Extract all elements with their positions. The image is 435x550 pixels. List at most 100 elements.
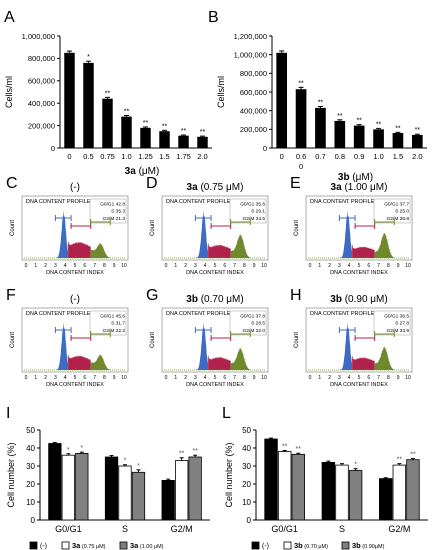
legend-swatch <box>29 541 38 550</box>
panel-title-E: 3a (1.00 μM) <box>331 182 388 193</box>
g0g1-peak <box>55 210 69 258</box>
x-tick-label: 4 <box>64 375 67 381</box>
x-tick-label: 0 <box>280 152 284 161</box>
x-tick-label: S <box>122 524 128 534</box>
y-tick-label: 40 <box>242 444 251 453</box>
panel-letter-D: D <box>146 175 158 192</box>
bar <box>131 471 146 521</box>
x-tick-label: 8 <box>103 375 106 381</box>
bar <box>411 134 423 148</box>
x-tick-label: 0.8 <box>335 152 345 161</box>
x-tick-label: 2 <box>184 263 187 269</box>
stats-line: G2/M 34.5 <box>243 216 266 222</box>
bar <box>178 135 189 148</box>
significance-mark: ** <box>397 457 403 464</box>
x-tick-label: 9 <box>253 375 256 381</box>
stats-box <box>373 310 411 336</box>
x-axis-label: DNA CONTENT INDEX <box>46 382 104 388</box>
legend-label-compound: 3a <box>130 541 139 550</box>
x-axis-label-compound: 3b <box>338 172 350 183</box>
bar <box>188 456 202 521</box>
x-tick-label: 3 <box>194 375 197 381</box>
bar <box>61 454 75 521</box>
x-axis-label: 3a (μM) <box>125 166 160 177</box>
y-axis-label: Count <box>150 220 156 236</box>
g2m-peak <box>230 234 251 258</box>
x-tick-label: 3 <box>338 375 341 381</box>
x-tick-label: 5 <box>74 375 77 381</box>
legend-label-unit: (1.00 μM) <box>138 544 163 550</box>
significance-mark: * <box>67 447 70 454</box>
bar <box>321 461 336 521</box>
stats-box <box>229 198 267 224</box>
bar <box>118 465 132 521</box>
panel-title-E-compound: 3a <box>331 182 343 193</box>
x-tick-label: G2/M <box>388 524 410 534</box>
bar <box>291 453 305 521</box>
x-tick-label: 0.6 <box>296 152 306 161</box>
y-tick-label: 10 <box>242 498 251 507</box>
x-tick-label: 9 <box>113 263 116 269</box>
x-tick-label: 1 <box>34 263 37 269</box>
x-tick-label: 1.0 <box>373 152 383 161</box>
histogram-title: DNA CONTENT PROFILE <box>26 199 91 205</box>
s-phase-region <box>352 244 375 258</box>
bar <box>276 52 288 148</box>
panel-letter-A: A <box>4 9 15 26</box>
bar <box>315 107 326 148</box>
x-tick-label: 5 <box>214 263 217 269</box>
g0g1-peak <box>195 210 209 258</box>
x-tick-label: 7 <box>377 375 380 381</box>
x-tick-label: G0/G1 <box>271 524 298 534</box>
bar <box>264 438 278 521</box>
x-tick-label: 3 <box>54 263 57 269</box>
significance-mark: ** <box>192 448 198 455</box>
y-tick-label: 0 <box>31 516 36 525</box>
y-axis-label: Count <box>150 332 156 348</box>
panel-letter-G: G <box>146 287 158 304</box>
x-tick-label: 10 <box>261 263 267 269</box>
y-tick-label: 10 <box>26 498 35 507</box>
y-axis-label: Cell number (%) <box>6 442 16 507</box>
x-tick-label: 8 <box>103 263 106 269</box>
y-axis-label: Count <box>294 220 300 236</box>
y-tick-label: 400,000 <box>28 99 55 108</box>
y-tick-label: 20 <box>26 480 35 489</box>
x-tick-label: 4 <box>204 375 207 381</box>
significance-mark: ** <box>105 90 111 97</box>
y-tick-label: 200,000 <box>240 125 267 134</box>
histogram-C: DNA CONTENT PROFILE G0/G1 42.8S 35.3G2/M … <box>10 195 129 276</box>
x-tick-label-extra: 0 <box>299 162 303 171</box>
panel-title-F: (-) <box>70 294 80 305</box>
x-tick-label: 7 <box>93 263 96 269</box>
y-axis-label: Count <box>10 220 16 236</box>
y-tick-label: 50 <box>26 426 35 435</box>
x-tick-label: 1.25 <box>138 152 153 161</box>
y-axis-label: Cell number (%) <box>224 442 234 507</box>
x-tick-label: 0 <box>25 263 28 269</box>
significance-mark: ** <box>298 80 304 87</box>
y-tick-label: 1,200,000 <box>234 32 267 41</box>
panel-letter-L: L <box>222 405 231 422</box>
bar <box>161 479 175 521</box>
significance-mark: ** <box>143 120 149 127</box>
x-tick-label: 0 <box>67 152 71 161</box>
legend-label-compound: 3a <box>72 541 81 550</box>
legend-label-unit: (0.90μM) <box>361 544 385 550</box>
legend-label-compound: 3b <box>352 541 361 550</box>
s-phase-region <box>352 355 375 370</box>
x-tick-label: 7 <box>377 263 380 269</box>
stats-line: S 27.8 <box>395 321 409 327</box>
x-tick-label: 5 <box>358 263 361 269</box>
x-tick-label: 8 <box>243 263 246 269</box>
y-axis-label: Cells/ml <box>4 76 14 108</box>
significance-mark: ** <box>282 444 288 451</box>
x-tick-label: 10 <box>261 375 267 381</box>
legend-label-compound: 3b <box>294 541 303 550</box>
y-tick-label: 200,000 <box>28 121 55 130</box>
histogram-title: DNA CONTENT PROFILE <box>166 199 231 205</box>
bar <box>392 133 404 148</box>
bar <box>175 460 189 521</box>
